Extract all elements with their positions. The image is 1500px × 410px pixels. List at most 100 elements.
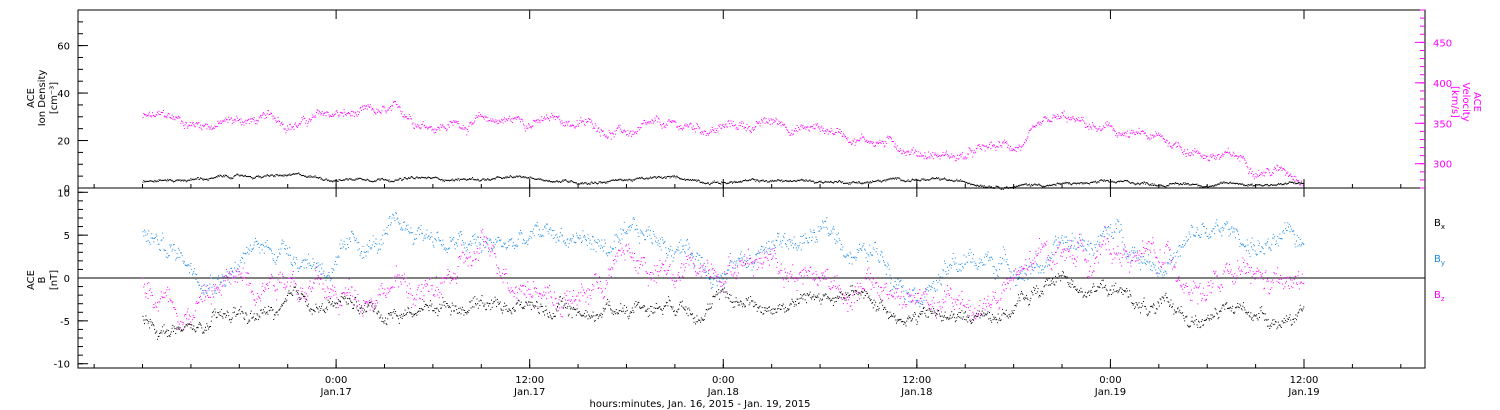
velocity-point — [928, 156, 930, 158]
density-point — [723, 182, 725, 184]
by-point — [822, 220, 823, 222]
density-point — [1028, 184, 1030, 186]
density-point — [736, 182, 738, 183]
density-point — [287, 174, 288, 176]
density-point — [776, 180, 778, 182]
by-point — [923, 299, 925, 301]
density-point — [1005, 186, 1007, 188]
velocity-point — [412, 122, 414, 124]
velocity-point — [814, 128, 815, 130]
density-point — [193, 179, 195, 181]
by-point — [1122, 237, 1124, 239]
velocity-point — [796, 125, 798, 126]
by-point — [623, 230, 625, 231]
by-point — [484, 247, 486, 249]
by-point — [933, 287, 935, 289]
by-point — [309, 265, 311, 266]
density-point — [1027, 184, 1029, 186]
by-point — [1195, 231, 1197, 233]
density-point — [496, 176, 498, 178]
by-point — [428, 235, 430, 237]
bz-point — [146, 293, 148, 294]
by-point — [445, 249, 447, 251]
density-point — [401, 179, 402, 181]
by-point — [1184, 244, 1186, 246]
by-point — [308, 253, 309, 255]
density-point — [814, 182, 816, 184]
by-point — [504, 243, 505, 245]
density-point — [967, 183, 969, 185]
density-point — [630, 180, 632, 182]
density-point — [602, 181, 604, 183]
velocity-point — [153, 115, 155, 117]
density-point — [247, 175, 249, 177]
density-point — [689, 179, 691, 181]
by-point — [533, 235, 535, 237]
velocity-point — [907, 150, 909, 152]
density-point — [1269, 185, 1271, 187]
density-point — [989, 185, 990, 187]
velocity-point — [826, 128, 828, 130]
velocity-point — [1087, 125, 1089, 127]
velocity-point — [1178, 143, 1180, 145]
density-point — [950, 179, 952, 181]
by-point — [305, 259, 307, 261]
by-point — [959, 263, 961, 265]
density-point — [894, 177, 896, 179]
density-point — [179, 179, 181, 181]
velocity-point — [284, 128, 286, 130]
density-point — [249, 176, 251, 177]
density-point — [1194, 184, 1196, 185]
by-point — [215, 290, 217, 292]
by-point — [950, 267, 952, 269]
by-point — [1185, 243, 1186, 245]
density-point — [612, 179, 614, 181]
velocity-point — [873, 145, 875, 147]
by-point — [890, 282, 892, 284]
by-point — [173, 244, 174, 246]
velocity-point — [1229, 151, 1231, 153]
density-point — [1288, 181, 1290, 183]
velocity-point — [716, 130, 717, 131]
velocity-point — [978, 144, 980, 146]
by-point — [237, 264, 239, 266]
density-point — [210, 178, 211, 179]
density-point — [748, 180, 749, 182]
density-point — [755, 180, 757, 182]
by-point — [825, 226, 827, 228]
velocity-point — [1211, 155, 1213, 157]
by-point — [1018, 278, 1019, 280]
by-point — [1181, 246, 1183, 248]
by-point — [652, 231, 654, 232]
density-point — [457, 178, 459, 180]
by-point — [273, 254, 275, 256]
density-point — [928, 179, 930, 181]
by-point — [646, 229, 648, 231]
density-point — [374, 180, 376, 182]
density-point — [295, 173, 296, 175]
velocity-point — [533, 119, 535, 121]
density-point — [1112, 181, 1114, 183]
by-point — [891, 288, 893, 290]
density-point — [358, 177, 360, 179]
velocity-point — [912, 147, 914, 149]
density-point — [787, 181, 789, 183]
velocity-point — [657, 117, 659, 119]
by-point — [486, 243, 488, 244]
by-point — [774, 246, 776, 248]
density-point — [765, 180, 767, 181]
velocity-point — [846, 137, 847, 139]
by-point — [361, 251, 362, 252]
velocity-point — [389, 107, 391, 109]
velocity-point — [877, 143, 879, 144]
density-point — [1190, 184, 1191, 186]
bz-point — [159, 298, 161, 300]
density-point — [381, 178, 383, 180]
density-point — [958, 180, 960, 182]
velocity-point — [734, 124, 736, 126]
by-point — [967, 252, 969, 254]
density-point — [754, 179, 756, 180]
by-point — [702, 266, 704, 268]
by-point — [1282, 231, 1284, 233]
density-point — [968, 182, 970, 184]
